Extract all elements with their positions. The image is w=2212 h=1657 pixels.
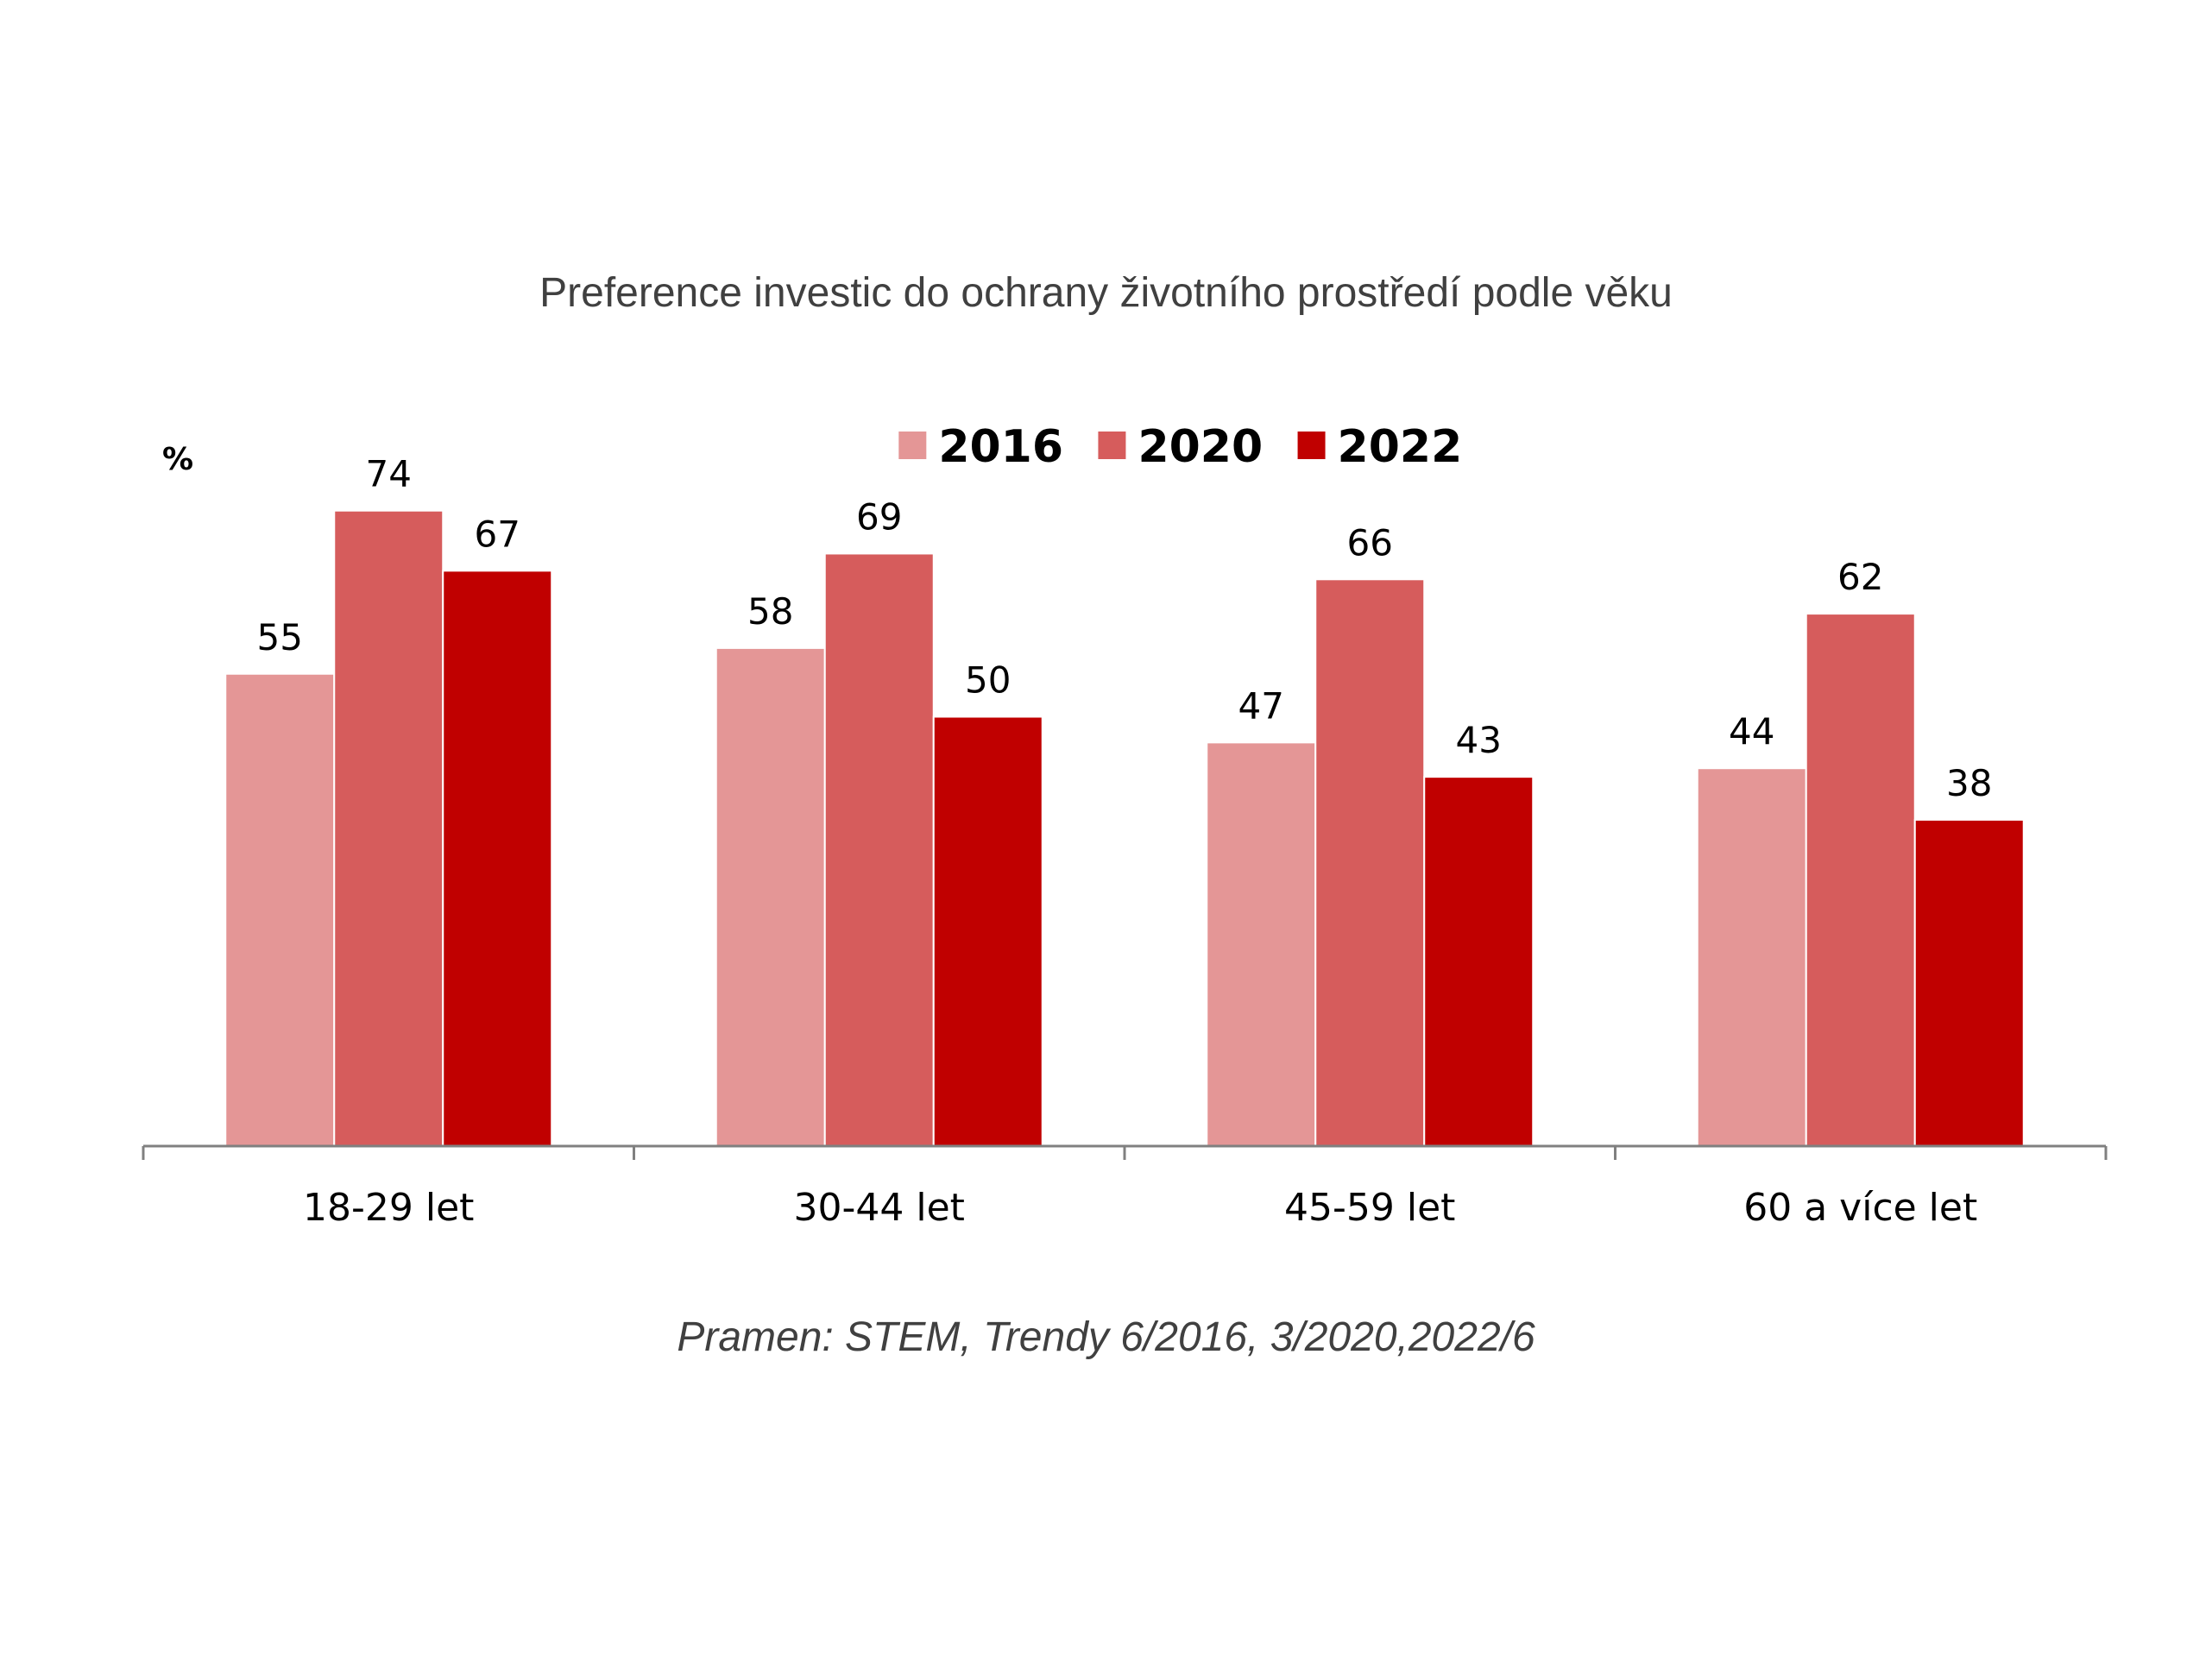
legend-label-2022: 2022 bbox=[1338, 421, 1463, 473]
data-label-30-44-let-2022: 50 bbox=[965, 659, 1011, 702]
data-labels: 55 74 67 58 69 50 47 66 43 44 62 38 bbox=[257, 453, 1993, 804]
y-axis-unit-label: % bbox=[162, 442, 194, 477]
bar-60-a-v-ce-let-2022 bbox=[1913, 818, 2025, 1148]
chart-bars bbox=[224, 509, 2025, 1148]
data-label-60-a-v-ce-let-2016: 44 bbox=[1729, 710, 1774, 753]
legend-swatch-2016 bbox=[898, 432, 927, 459]
legend-swatch-2020 bbox=[1098, 432, 1126, 459]
x-tick-label-45-59-let: 45-59 let bbox=[1284, 1186, 1455, 1230]
chart-legend: 2016 2020 2022 bbox=[898, 421, 1462, 473]
bar-45-59-let-2022 bbox=[1423, 776, 1535, 1148]
data-label-18-29-let-2020: 74 bbox=[366, 453, 412, 495]
legend-swatch-2022 bbox=[1297, 432, 1326, 459]
data-label-45-59-let-2016: 47 bbox=[1238, 684, 1284, 727]
bar-45-59-let-2016 bbox=[1206, 741, 1317, 1147]
bar-45-59-let-2020 bbox=[1314, 578, 1426, 1147]
chart-title: Preference investic do ochrany životního… bbox=[539, 270, 1673, 316]
data-label-60-a-v-ce-let-2020: 62 bbox=[1837, 556, 1883, 598]
x-axis bbox=[142, 1144, 2108, 1160]
bar-30-44-let-2016 bbox=[715, 646, 826, 1147]
legend-label-2020: 2020 bbox=[1138, 421, 1263, 473]
data-label-18-29-let-2022: 67 bbox=[475, 513, 520, 555]
data-label-30-44-let-2016: 58 bbox=[747, 590, 793, 633]
x-tick-label-60-a-v-ce-let: 60 a více let bbox=[1743, 1186, 1977, 1230]
data-label-30-44-let-2020: 69 bbox=[856, 495, 902, 538]
bar-30-44-let-2020 bbox=[823, 552, 935, 1147]
bar-18-29-let-2022 bbox=[442, 570, 553, 1147]
bar-60-a-v-ce-let-2016 bbox=[1696, 767, 1807, 1147]
data-label-45-59-let-2022: 43 bbox=[1456, 719, 1502, 761]
data-label-45-59-let-2020: 66 bbox=[1347, 521, 1393, 564]
legend-label-2016: 2016 bbox=[938, 421, 1063, 473]
bar-18-29-let-2020 bbox=[333, 509, 444, 1147]
x-tick-label-18-29-let: 18-29 let bbox=[303, 1186, 474, 1230]
x-tick-label-30-44-let: 30-44 let bbox=[794, 1186, 965, 1230]
bar-30-44-let-2022 bbox=[932, 715, 1043, 1147]
chart-source-note: Pramen: STEM, Trendy 6/2016, 3/2020,2022… bbox=[677, 1314, 1535, 1360]
data-label-18-29-let-2016: 55 bbox=[257, 616, 303, 658]
data-label-60-a-v-ce-let-2022: 38 bbox=[1946, 762, 1992, 804]
bar-60-a-v-ce-let-2020 bbox=[1805, 613, 1916, 1147]
x-axis-tick-labels: 18-29 let 30-44 let 45-59 let 60 a více let bbox=[303, 1186, 1977, 1230]
bar-18-29-let-2016 bbox=[224, 672, 336, 1147]
